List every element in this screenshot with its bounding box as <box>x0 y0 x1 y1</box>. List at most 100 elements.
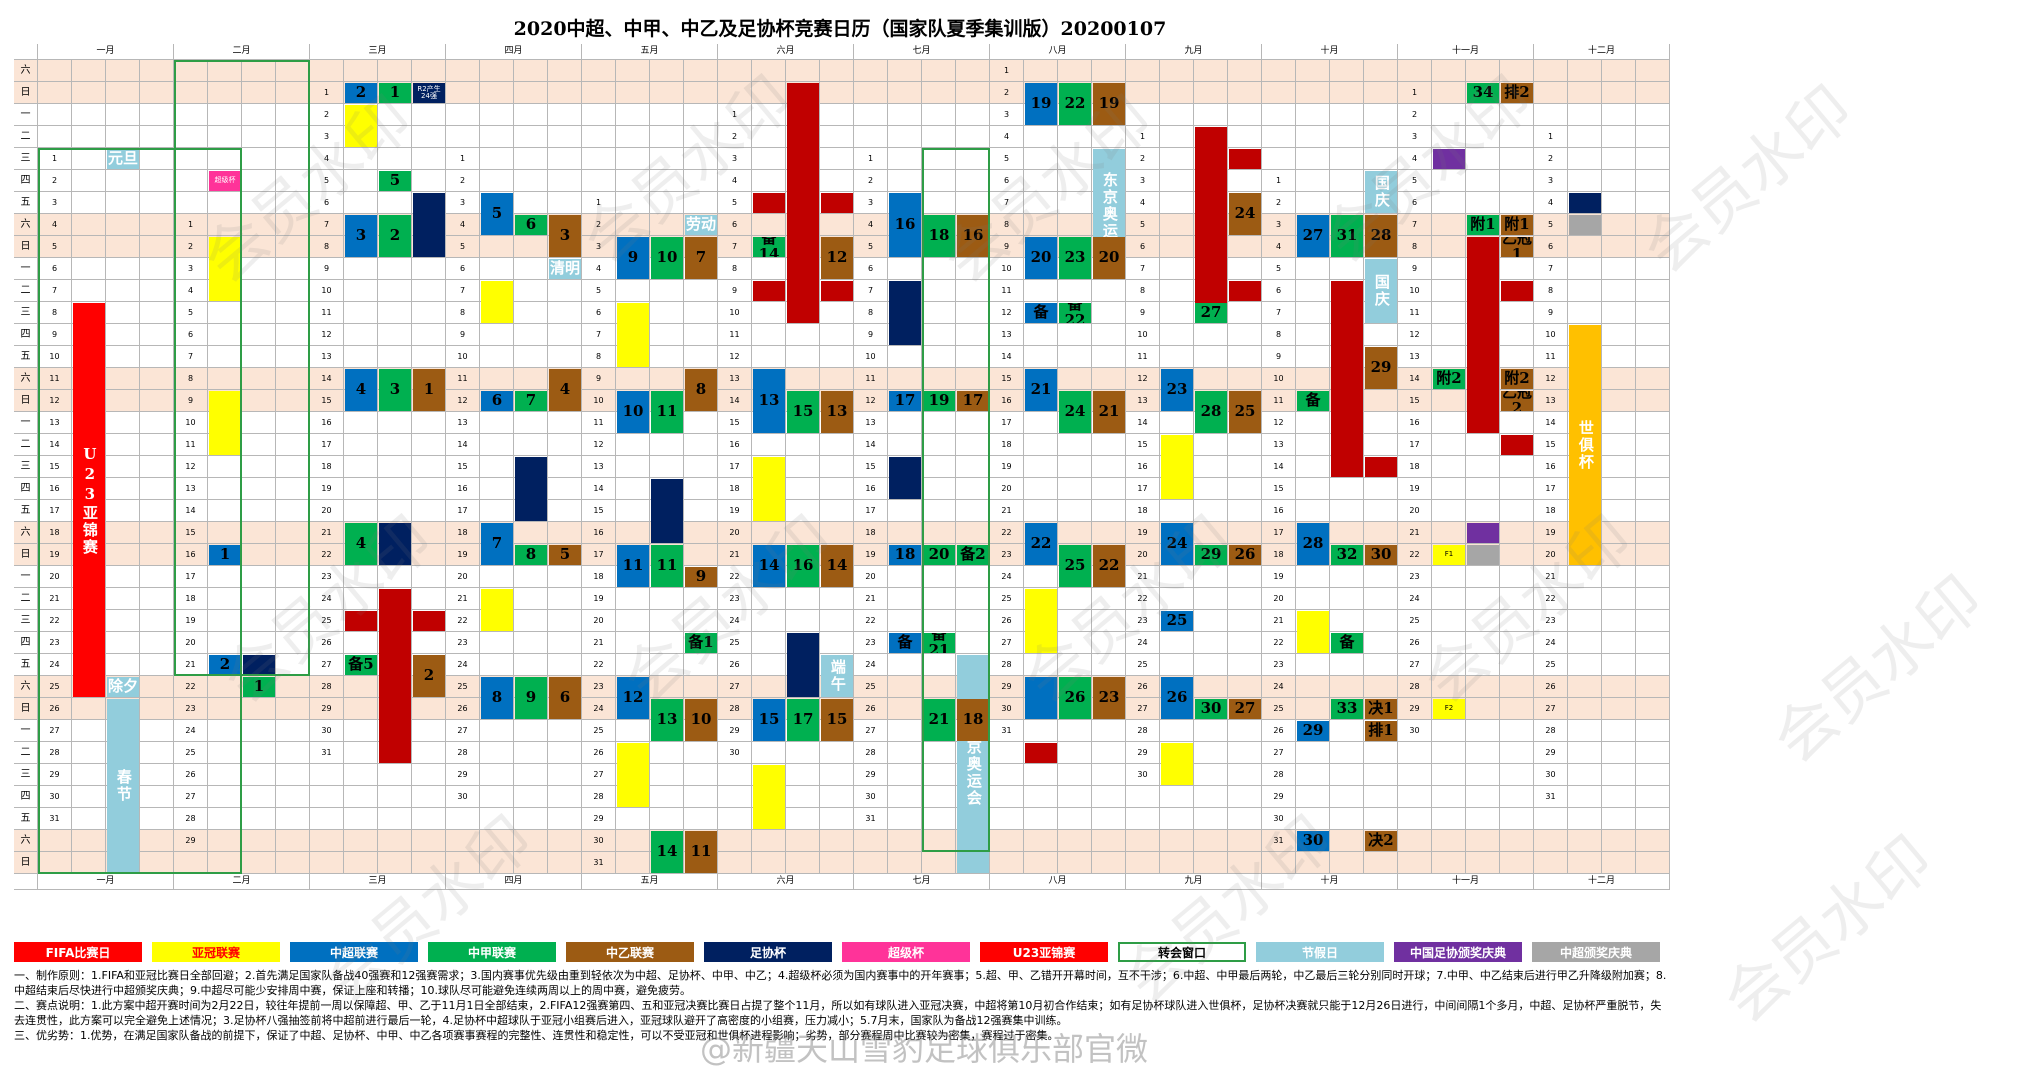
day-slot <box>276 522 310 544</box>
day-number: 5 <box>1398 170 1432 192</box>
day-slot <box>140 588 174 610</box>
day-slot <box>208 610 242 632</box>
day-slot <box>548 104 582 126</box>
day-slot <box>106 214 140 236</box>
day-slot <box>616 434 650 456</box>
day-slot <box>1466 192 1500 214</box>
day-slot <box>684 60 718 82</box>
day-slot <box>242 104 276 126</box>
day-number: 4 <box>446 214 480 236</box>
day-slot <box>1636 632 1670 654</box>
day-slot <box>480 632 514 654</box>
day-number <box>582 82 616 104</box>
day-slot <box>888 148 922 170</box>
csl-round-block: 22 <box>1025 523 1057 565</box>
day-number: 14 <box>854 434 888 456</box>
day-number: 1 <box>1398 82 1432 104</box>
day-slot <box>1432 544 1466 566</box>
day-slot <box>1568 192 1602 214</box>
day-number: 21 <box>1398 522 1432 544</box>
day-slot <box>412 434 446 456</box>
day-slot <box>1636 236 1670 258</box>
day-number: 20 <box>1534 544 1568 566</box>
day-slot <box>140 632 174 654</box>
day-slot <box>752 434 786 456</box>
day-number: 31 <box>38 808 72 830</box>
day-number <box>582 170 616 192</box>
day-number <box>1398 786 1432 808</box>
day-slot <box>1194 522 1228 544</box>
day-slot <box>548 478 582 500</box>
weekend-band <box>14 786 1670 808</box>
day-number: 18 <box>310 456 344 478</box>
day-number: 30 <box>38 786 72 808</box>
cl1-round-block: 附2 <box>1433 369 1465 389</box>
day-number: 16 <box>1398 412 1432 434</box>
cl2-round-block: 决1 <box>1365 699 1397 719</box>
day-number: 21 <box>446 588 480 610</box>
day-number: 2 <box>854 170 888 192</box>
day-number: 6 <box>446 258 480 280</box>
day-slot <box>1228 302 1262 324</box>
day-slot <box>208 104 242 126</box>
day-slot <box>752 808 786 830</box>
day-slot <box>1330 82 1364 104</box>
day-number: 1 <box>1534 126 1568 148</box>
day-slot <box>650 852 684 874</box>
day-number: 25 <box>1126 654 1160 676</box>
acl-block <box>481 281 513 323</box>
day-number: 5 <box>38 236 72 258</box>
day-slot <box>276 324 310 346</box>
day-slot <box>140 742 174 764</box>
cl1-round-block: 10 <box>651 237 683 279</box>
day-slot <box>276 786 310 808</box>
day-number: 21 <box>990 500 1024 522</box>
day-number: 9 <box>1534 302 1568 324</box>
day-slot <box>1432 654 1466 676</box>
day-slot <box>140 478 174 500</box>
day-slot <box>1194 610 1228 632</box>
cl2-round-block: 23 <box>1093 677 1125 719</box>
day-number: 19 <box>174 610 208 632</box>
day-slot <box>1194 478 1228 500</box>
weekend-band <box>14 830 1670 852</box>
day-number: 25 <box>990 588 1024 610</box>
day-slot <box>820 60 854 82</box>
day-slot <box>72 720 106 742</box>
day-number: 13 <box>174 478 208 500</box>
day-slot <box>1636 720 1670 742</box>
day-slot <box>1500 698 1534 720</box>
day-number: 28 <box>718 698 752 720</box>
day-slot <box>1024 720 1058 742</box>
weekday-label: 五 <box>14 192 38 214</box>
day-slot <box>1296 698 1330 720</box>
day-number: 14 <box>446 434 480 456</box>
day-slot <box>1636 60 1670 82</box>
day-slot <box>1432 412 1466 434</box>
day-slot <box>242 126 276 148</box>
day-number: 22 <box>854 610 888 632</box>
day-slot <box>888 82 922 104</box>
day-slot <box>208 478 242 500</box>
legend-item: 中超联赛 <box>290 942 418 962</box>
day-number: 6 <box>582 302 616 324</box>
day-slot <box>548 852 582 874</box>
day-slot <box>548 82 582 104</box>
day-number: 13 <box>446 412 480 434</box>
weekday-label: 日 <box>14 82 38 104</box>
notes: 一、制作原则：1.FIFA和亚冠比赛日全部回避；2.首先满足国家队备战40强赛和… <box>14 968 1670 1043</box>
day-slot <box>1636 104 1670 126</box>
day-slot <box>684 654 718 676</box>
watermark: 会员水印 <box>1709 821 1947 1037</box>
legend-item: FIFA比赛日 <box>14 942 142 962</box>
cl2-round-block: 19 <box>1093 83 1125 125</box>
day-slot <box>106 104 140 126</box>
day-slot <box>1330 456 1364 478</box>
day-slot <box>922 830 956 852</box>
day-slot <box>786 434 820 456</box>
cl2-round-block: 12 <box>821 237 853 279</box>
cl1-round-block: 备 <box>1331 633 1363 653</box>
day-slot <box>548 698 582 720</box>
weekend-band <box>14 456 1670 478</box>
day-slot <box>888 588 922 610</box>
